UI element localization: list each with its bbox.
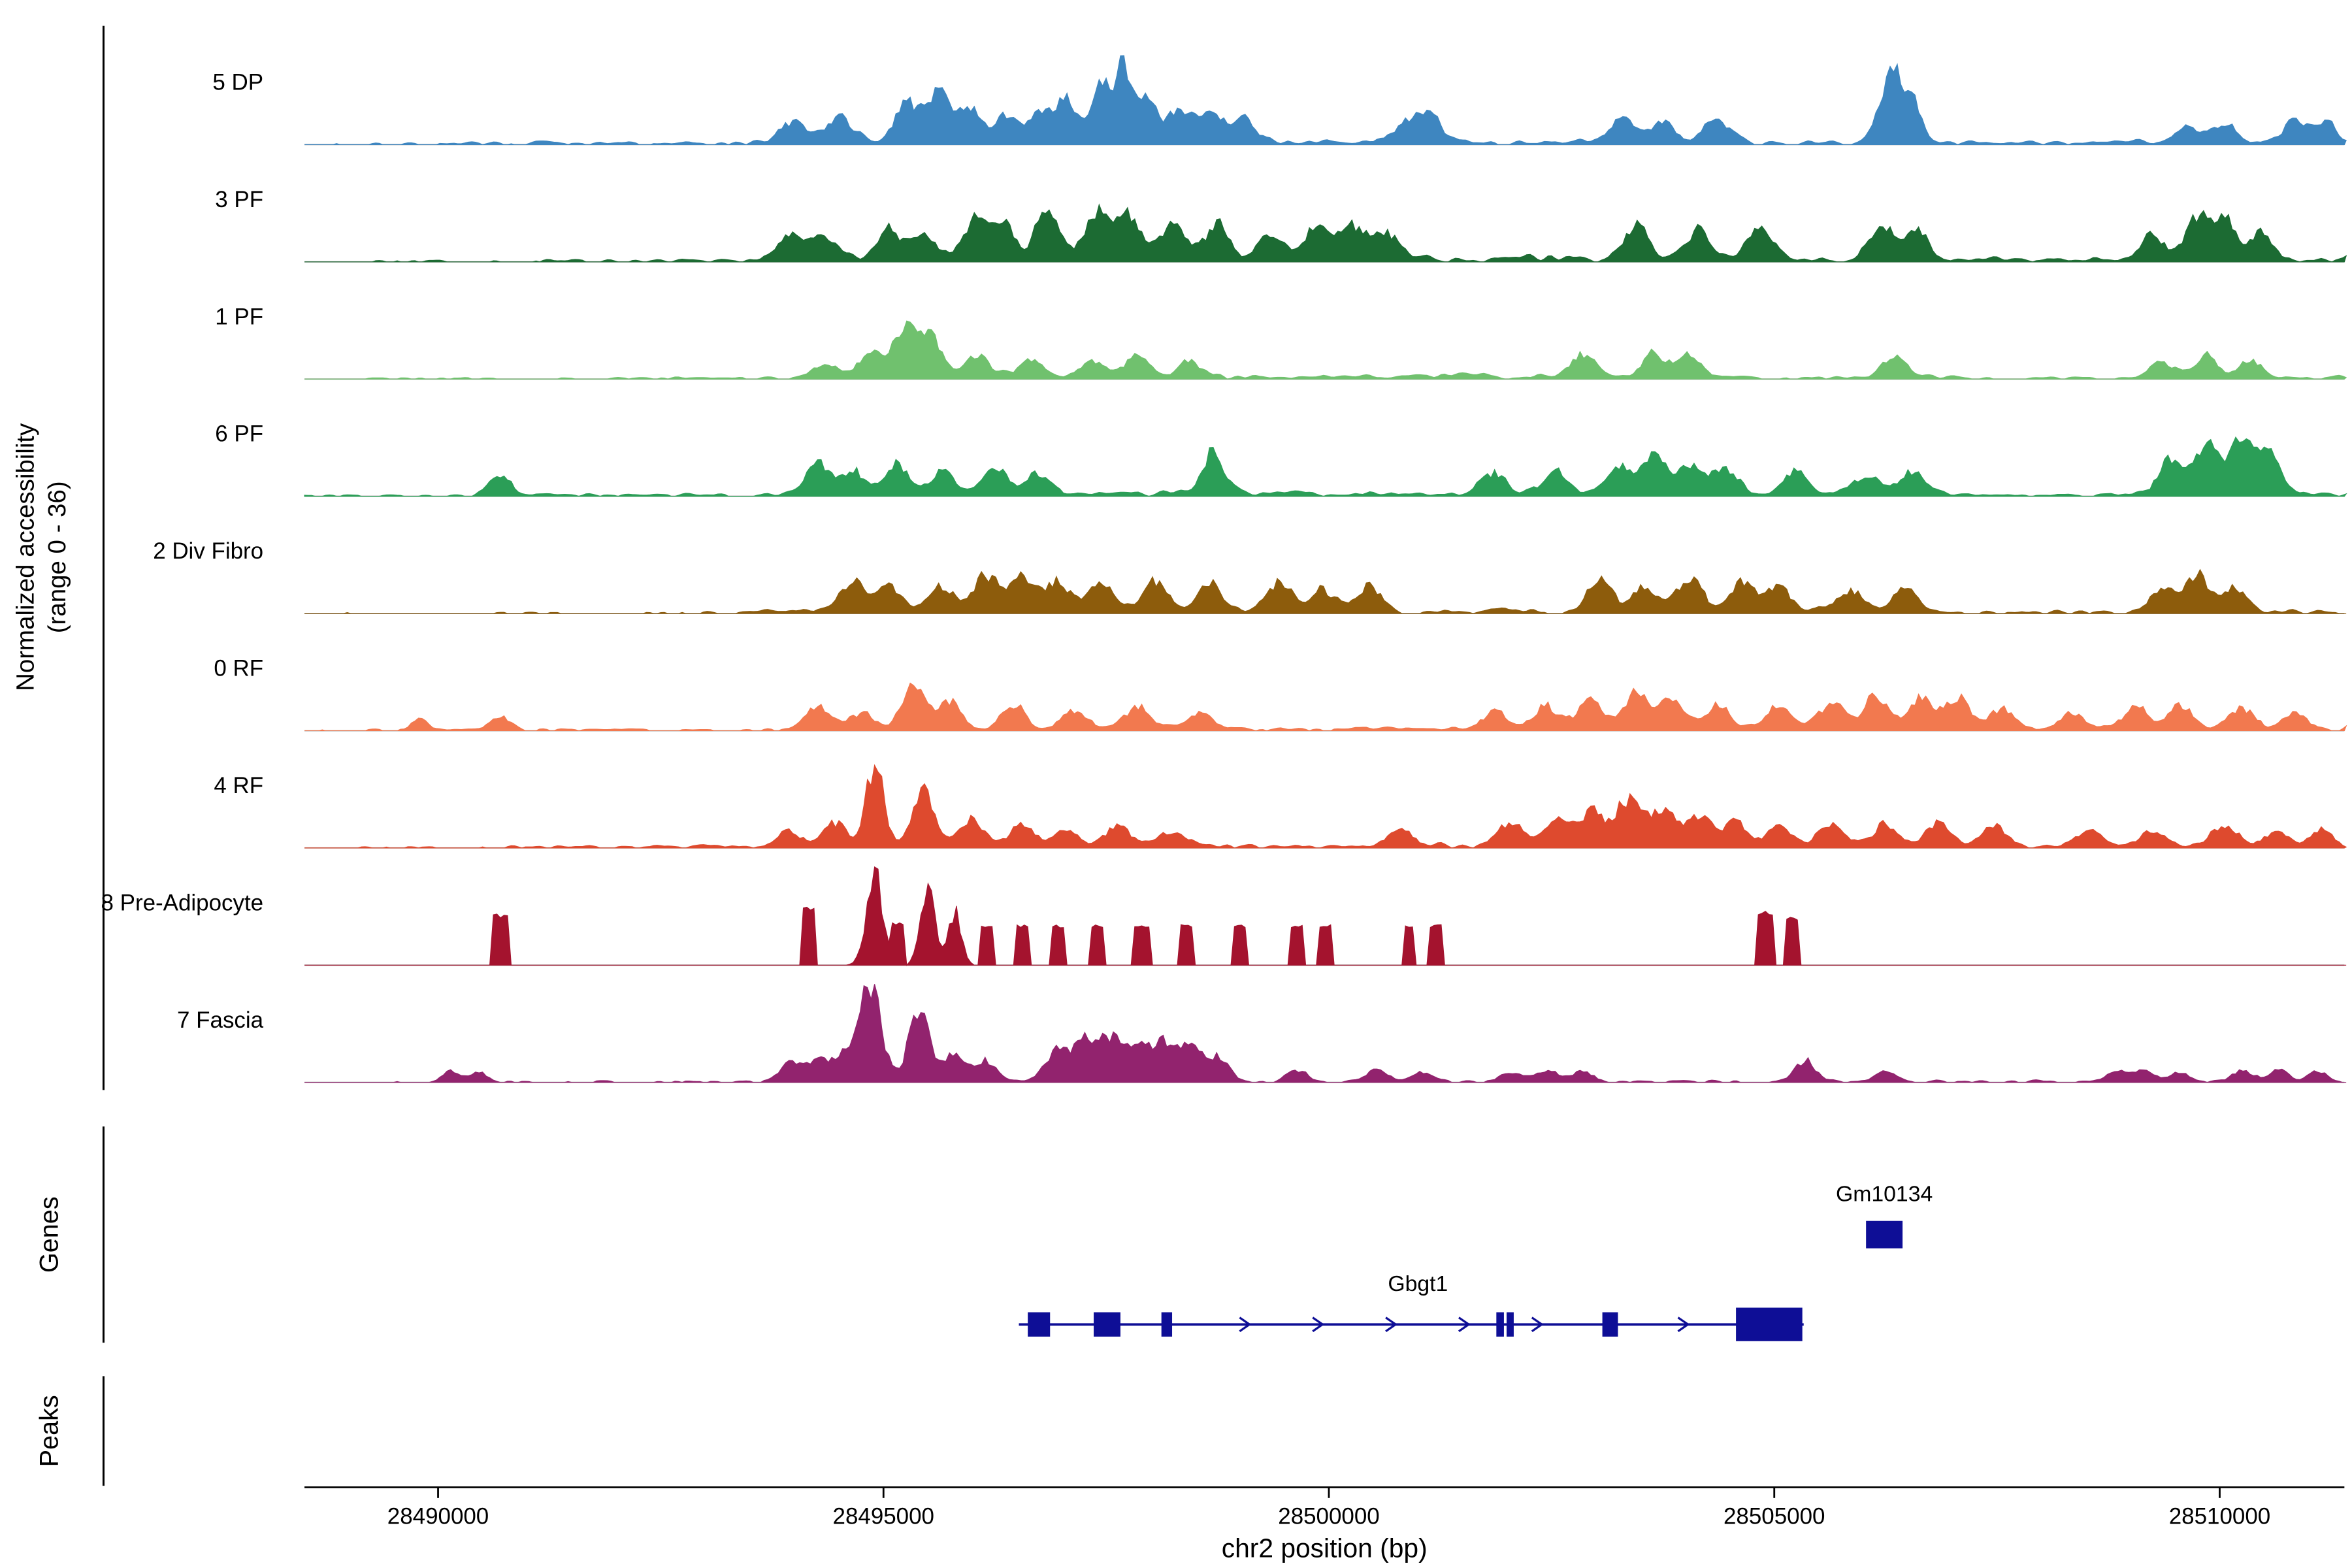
track-signal-4-rf bbox=[304, 764, 2347, 849]
y-axis-title-line1: Normalized accessibility bbox=[11, 423, 39, 691]
track-label: 1 PF bbox=[215, 304, 263, 329]
strand-arrow-icon bbox=[1458, 1316, 1471, 1333]
strand-arrow-icon bbox=[1677, 1316, 1690, 1333]
strand-arrow-icon bbox=[1385, 1316, 1398, 1333]
track-label: 3 PF bbox=[215, 187, 263, 212]
x-axis-tick-label: 28490000 bbox=[387, 1503, 489, 1529]
tracks-panel: 5 DP 3 PF 1 PF 6 PF 2 Div Fibro 0 RF 4 RF 8 Pre… bbox=[101, 55, 2347, 1083]
x-axis-title: chr2 position (bp) bbox=[1222, 1533, 1428, 1563]
gene-exon bbox=[1028, 1312, 1051, 1337]
x-axis-tick-label: 28505000 bbox=[1723, 1503, 1825, 1529]
gene-label: Gbgt1 bbox=[1388, 1271, 1448, 1296]
x-axis-tick-label: 28495000 bbox=[833, 1503, 934, 1529]
strand-arrow-icon bbox=[1239, 1316, 1252, 1333]
gene-exon bbox=[1507, 1312, 1514, 1337]
gene-exon bbox=[1094, 1312, 1120, 1337]
track-label: 5 DP bbox=[212, 69, 263, 95]
track-signal-2-div-fibro bbox=[304, 568, 2347, 614]
strand-arrow-icon bbox=[1531, 1316, 1544, 1333]
track-label: 2 Div Fibro bbox=[153, 538, 263, 564]
track-label: 7 Fascia bbox=[177, 1007, 264, 1033]
track-signal-5-dp bbox=[304, 55, 2347, 145]
y-axis-title-line2: (range 0 - 36) bbox=[43, 481, 71, 633]
x-axis-tick-label: 28500000 bbox=[1278, 1503, 1379, 1529]
peaks-section-label: Peaks bbox=[35, 1395, 64, 1467]
track-signal-0-rf bbox=[304, 682, 2347, 732]
gene-exon bbox=[1496, 1312, 1504, 1337]
strand-arrow-icon bbox=[1312, 1316, 1325, 1333]
gene-exon bbox=[1866, 1220, 1903, 1249]
genes-section-label: Genes bbox=[35, 1196, 64, 1273]
track-signal-3-pf bbox=[304, 203, 2347, 263]
gene-label: Gm10134 bbox=[1836, 1181, 1933, 1206]
track-signal-6-pf bbox=[304, 436, 2347, 497]
gene-exon bbox=[1161, 1312, 1173, 1337]
gene-exon bbox=[1736, 1307, 1803, 1341]
track-signal-8-pre-adipocyte bbox=[304, 866, 2347, 966]
track-label: 0 RF bbox=[214, 656, 263, 681]
track-signal-1-pf bbox=[304, 320, 2347, 380]
track-label: 6 PF bbox=[215, 421, 263, 447]
gene-exon bbox=[1602, 1312, 1618, 1337]
genes-panel: Gm10134 Gbgt1 bbox=[1019, 1181, 1933, 1341]
x-axis-tick-label: 28510000 bbox=[2169, 1503, 2270, 1529]
track-label: 4 RF bbox=[214, 773, 263, 798]
track-signal-7-fascia bbox=[304, 984, 2347, 1083]
track-label: 8 Pre-Adipocyte bbox=[101, 890, 264, 915]
x-axis: 28490000 28495000 28500000 28505000 28510000 bbox=[304, 1486, 2345, 1529]
